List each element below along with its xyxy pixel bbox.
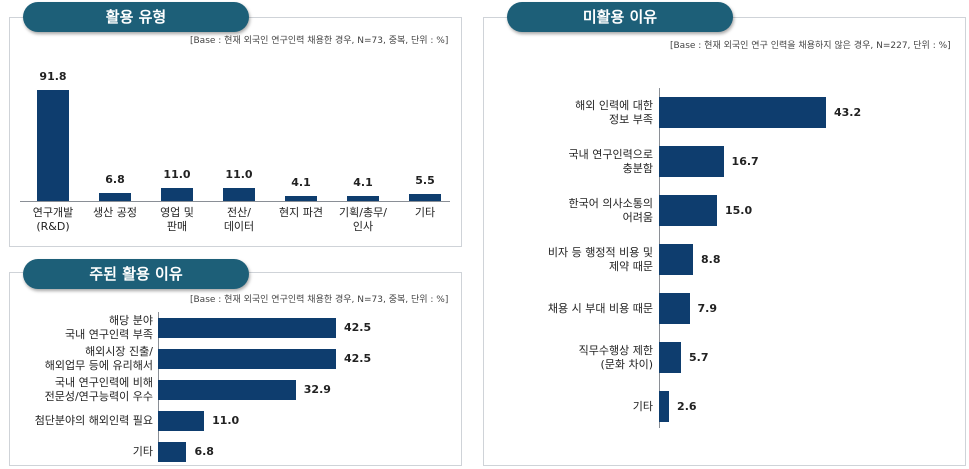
main-reason-bar	[158, 442, 187, 462]
usage-category-label: 전산/ 데이터	[223, 206, 255, 233]
non-usage-bar	[659, 146, 724, 177]
non-usage-category-label: 기타	[632, 399, 653, 413]
usage-category-label: 기획/총무/ 인사	[339, 206, 387, 233]
usage-bar	[409, 194, 441, 201]
usage-base-note: [Base : 현재 외국인 연구인력 채용한 경우, N=73, 중복, 단위…	[190, 36, 449, 46]
usage-bar	[285, 196, 317, 201]
non-usage-category-label: 비자 등 행정적 비용 및 제약 때문	[547, 245, 653, 273]
non-usage-category-label: 한국어 의사소통의 어려움	[568, 196, 653, 224]
usage-value-label: 11.0	[225, 167, 253, 181]
non-usage-value-label: 43.2	[834, 105, 862, 119]
non-usage-bar	[659, 391, 670, 422]
main-reason-value-label: 42.5	[344, 352, 372, 365]
non-usage-value-label: 8.8	[701, 252, 721, 266]
non-usage-value-label: 15.0	[724, 203, 753, 217]
usage-bar	[37, 90, 69, 201]
main-reason-value-label: 32.9	[303, 383, 331, 396]
non-usage-value-label: 2.6	[677, 399, 697, 413]
non-usage-value-label: 5.7	[689, 350, 709, 364]
non-usage-title: 미활용 이유	[507, 2, 733, 32]
main-reason-bar	[158, 411, 205, 431]
main-reason-bar	[158, 380, 296, 400]
non-usage-category-label: 해외 인력에 대한 정보 부족	[575, 98, 653, 126]
main-reason-category-label: 국내 연구인력에 비해 전문성/연구능력이 우수	[44, 376, 153, 403]
usage-bar	[223, 187, 255, 201]
usage-value-label: 4.1	[353, 176, 373, 190]
usage-category-label: 연구개발 (R&D)	[32, 206, 74, 233]
main-reason-category-label: 첨단분야의 해외인력 필요	[34, 414, 153, 427]
non-usage-value-label: 16.7	[731, 154, 759, 168]
usage-value-label: 4.1	[291, 176, 311, 190]
usage-value-label: 11.0	[163, 167, 191, 181]
main-reason-value-label: 42.5	[344, 321, 372, 334]
usage-value-label: 6.8	[105, 172, 125, 186]
usage-category-label: 현지 파견	[279, 206, 323, 219]
non-usage-category-label: 채용 시 부대 비용 때문	[547, 301, 653, 315]
usage-bar	[161, 187, 193, 201]
usage-x-axis	[20, 201, 450, 202]
usage-category-label: 생산 공정	[93, 206, 137, 219]
main-reason-category-label: 해외시장 진출/ 해외업무 등에 유리해서	[44, 345, 153, 372]
main-reason-bar	[158, 318, 336, 338]
main-reason-base-note: [Base : 현재 외국인 연구인력 채용한 경우, N=73, 중복, 단위…	[190, 295, 449, 305]
main-reason-bar	[158, 349, 336, 369]
usage-value-label: 5.5	[415, 174, 435, 188]
usage-bar	[99, 192, 131, 201]
non-usage-category-label: 국내 연구인력으로 충분함	[568, 147, 653, 175]
non-usage-bar	[659, 195, 717, 226]
main-reason-panel	[9, 272, 462, 466]
usage-panel	[9, 17, 462, 247]
main-reason-category-label: 기타	[132, 445, 153, 458]
non-usage-bar	[659, 244, 694, 275]
main-reason-category-label: 해당 분야 국내 연구인력 부족	[65, 314, 153, 341]
non-usage-category-label: 직무수행상 제한 (문화 차이)	[578, 343, 653, 371]
non-usage-value-label: 7.9	[697, 301, 718, 315]
usage-category-label: 영업 및 판매	[160, 206, 194, 233]
main-reason-value-label: 11.0	[212, 414, 240, 427]
usage-value-label: 91.8	[39, 70, 67, 83]
non-usage-bar	[659, 293, 690, 324]
non-usage-panel	[483, 17, 966, 466]
main-reason-value-label: 6.8	[194, 445, 214, 458]
usage-category-label: 기타	[414, 206, 436, 219]
non-usage-base-note: [Base : 현재 외국인 연구 인력을 채용하지 않은 경우, N=227,…	[670, 41, 951, 51]
main-reason-title: 주된 활용 이유	[23, 259, 249, 289]
non-usage-bar	[659, 342, 682, 373]
usage-bar	[347, 196, 379, 201]
non-usage-bar	[659, 97, 826, 128]
usage-title: 활용 유형	[23, 2, 249, 32]
